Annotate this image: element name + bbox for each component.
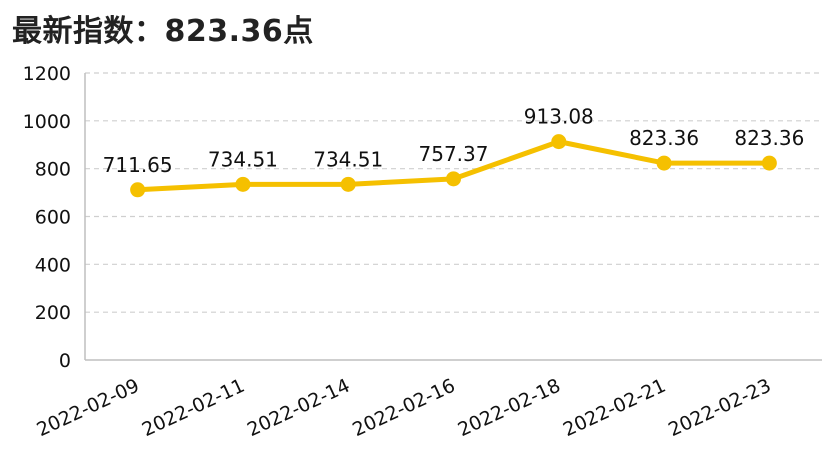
data-label: 734.51 xyxy=(313,147,383,171)
y-tick-label: 200 xyxy=(35,302,71,324)
data-label: 823.36 xyxy=(734,126,804,150)
y-tick-label: 600 xyxy=(35,207,71,229)
y-tick-label: 400 xyxy=(35,254,71,276)
data-point xyxy=(551,134,567,150)
data-point xyxy=(340,176,356,192)
data-label: 734.51 xyxy=(208,147,278,171)
x-tick-label: 2022-02-23 xyxy=(665,375,774,442)
y-tick-label: 1200 xyxy=(23,63,71,85)
data-point xyxy=(235,176,251,192)
axes xyxy=(84,73,822,361)
chart-title: 最新指数：823.36点 xyxy=(12,14,314,49)
x-tick-label: 2022-02-11 xyxy=(139,375,248,442)
data-points xyxy=(130,134,777,198)
data-label: 711.65 xyxy=(103,153,173,177)
y-tick-label: 1000 xyxy=(23,111,71,133)
data-point xyxy=(446,171,461,187)
y-tick-labels: 0 200 400 600 800 1000 1200 xyxy=(23,63,71,372)
y-tick-label: 800 xyxy=(35,159,71,181)
x-tick-label: 2022-02-09 xyxy=(33,375,142,442)
y-tick-label: 0 xyxy=(59,350,71,372)
x-tick-label: 2022-02-16 xyxy=(349,375,458,442)
x-tick-label: 2022-02-14 xyxy=(244,375,353,442)
x-tick-label: 2022-02-21 xyxy=(560,375,669,442)
data-point xyxy=(130,182,146,198)
data-labels: 711.65 734.51 734.51 757.37 913.08 823.36 823.… xyxy=(103,105,805,177)
data-point xyxy=(761,155,777,171)
data-label: 823.36 xyxy=(629,126,699,150)
gridlines xyxy=(85,72,822,313)
data-point xyxy=(656,155,672,171)
data-label: 913.08 xyxy=(524,105,594,129)
x-tick-label: 2022-02-18 xyxy=(455,375,564,442)
data-label: 757.37 xyxy=(419,142,489,166)
x-tick-labels: 2022-02-092022-02-112022-02-142022-02-16… xyxy=(33,375,774,442)
